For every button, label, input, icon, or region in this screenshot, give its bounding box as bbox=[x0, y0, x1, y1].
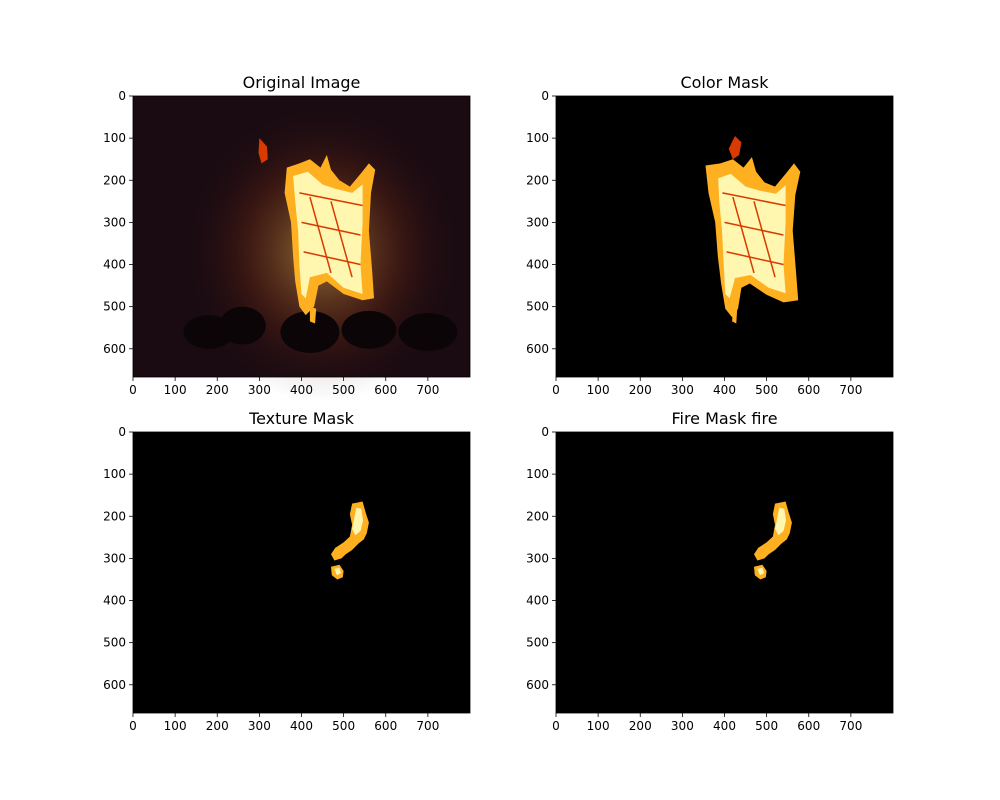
structure-beam bbox=[303, 251, 361, 266]
structure-beam bbox=[753, 201, 776, 278]
x-tick-label: 700 bbox=[416, 383, 439, 397]
subplot-1: 0 100 200 300 400 500 600 700 0 100 200 300 400 500 60… bbox=[103, 73, 471, 402]
y-tick-label: 0 bbox=[118, 89, 126, 103]
structure-beam bbox=[722, 192, 786, 207]
y-tick-label: 200 bbox=[103, 509, 126, 523]
structure-beam bbox=[301, 221, 361, 236]
y-tick-label: 500 bbox=[526, 636, 549, 650]
fire-region bbox=[732, 308, 738, 324]
crowd-silhouette bbox=[398, 312, 458, 351]
y-tick-label: 300 bbox=[526, 551, 549, 565]
x-tick-label: 200 bbox=[629, 383, 652, 397]
x-tick-label: 300 bbox=[248, 383, 271, 397]
y-tick-label: 400 bbox=[103, 258, 126, 272]
y-tick-label: 200 bbox=[526, 173, 549, 187]
y-tick-label: 300 bbox=[526, 215, 549, 229]
crowd-silhouette bbox=[341, 310, 397, 349]
x-tick-label: 600 bbox=[374, 383, 397, 397]
x-tick-label: 100 bbox=[164, 719, 187, 733]
x-tick-label: 0 bbox=[129, 719, 137, 733]
structure-beam bbox=[330, 201, 353, 278]
x-tick-label: 300 bbox=[248, 719, 271, 733]
fire-region bbox=[775, 507, 786, 536]
x-tick-label: 600 bbox=[797, 383, 820, 397]
structure-beam bbox=[724, 221, 784, 236]
subplot-4: 0 100 200 300 400 500 600 700 0 100 200 300 400 500 60… bbox=[526, 409, 894, 733]
y-tick-label: 600 bbox=[103, 342, 126, 356]
x-tick-label: 500 bbox=[332, 383, 355, 397]
y-tick-label: 0 bbox=[541, 89, 549, 103]
y-tick-label: 400 bbox=[103, 594, 126, 608]
crowd-silhouette bbox=[219, 306, 266, 345]
y-tick-label: 100 bbox=[103, 467, 126, 481]
x-tick-label: 0 bbox=[129, 383, 137, 397]
y-tick-label: 200 bbox=[526, 509, 549, 523]
y-tick-label: 400 bbox=[526, 594, 549, 608]
subplot-title: Fire Mask fire bbox=[671, 409, 777, 428]
x-tick-label: 0 bbox=[552, 719, 560, 733]
x-tick-label: 200 bbox=[629, 719, 652, 733]
image-background bbox=[133, 432, 470, 713]
fire-region bbox=[293, 171, 363, 299]
x-tick-label: 200 bbox=[206, 719, 229, 733]
fire-region bbox=[258, 138, 268, 164]
x-tick-label: 100 bbox=[164, 383, 187, 397]
y-tick-label: 100 bbox=[103, 131, 126, 145]
y-tick-label: 100 bbox=[526, 131, 549, 145]
y-tick-label: 500 bbox=[103, 636, 126, 650]
y-tick-label: 0 bbox=[118, 425, 126, 439]
x-tick-label: 0 bbox=[552, 383, 560, 397]
y-tick-label: 100 bbox=[526, 467, 549, 481]
x-tick-label: 400 bbox=[713, 719, 736, 733]
x-tick-label: 600 bbox=[797, 719, 820, 733]
x-tick-label: 100 bbox=[587, 383, 610, 397]
x-tick-label: 700 bbox=[416, 719, 439, 733]
x-tick-label: 400 bbox=[290, 383, 313, 397]
y-tick-label: 200 bbox=[103, 173, 126, 187]
fire-region bbox=[757, 567, 765, 576]
subplot-title: Texture Mask bbox=[248, 409, 355, 428]
subplot-title: Color Mask bbox=[680, 73, 769, 92]
y-tick-label: 600 bbox=[103, 678, 126, 692]
y-tick-label: 600 bbox=[526, 342, 549, 356]
y-tick-label: 500 bbox=[103, 300, 126, 314]
y-tick-label: 0 bbox=[541, 425, 549, 439]
x-tick-label: 100 bbox=[587, 719, 610, 733]
fire-region bbox=[309, 306, 317, 324]
x-tick-label: 600 bbox=[374, 719, 397, 733]
subplot-2: 0 100 200 300 400 500 600 700 0 100 200 300 400 500 60… bbox=[526, 73, 894, 397]
x-tick-label: 300 bbox=[671, 719, 694, 733]
fire-region bbox=[334, 567, 342, 576]
subplot-title: Original Image bbox=[243, 73, 361, 92]
x-tick-label: 700 bbox=[839, 719, 862, 733]
x-tick-label: 500 bbox=[755, 383, 778, 397]
structure-beam bbox=[726, 251, 784, 266]
image-background bbox=[556, 432, 893, 713]
fire-region bbox=[352, 507, 363, 536]
y-tick-label: 300 bbox=[103, 215, 126, 229]
x-tick-label: 200 bbox=[206, 383, 229, 397]
x-tick-label: 400 bbox=[290, 719, 313, 733]
y-tick-label: 300 bbox=[103, 551, 126, 565]
y-tick-label: 600 bbox=[526, 678, 549, 692]
structure-beam bbox=[732, 196, 755, 274]
y-tick-label: 400 bbox=[526, 258, 549, 272]
x-tick-label: 400 bbox=[713, 383, 736, 397]
x-tick-label: 500 bbox=[332, 719, 355, 733]
x-tick-label: 500 bbox=[755, 719, 778, 733]
structure-beam bbox=[299, 192, 363, 207]
x-tick-label: 700 bbox=[839, 383, 862, 397]
crowd-silhouette bbox=[280, 310, 340, 353]
x-tick-label: 300 bbox=[671, 383, 694, 397]
fire-region bbox=[728, 136, 742, 160]
subplot-3: 0 100 200 300 400 500 600 700 0 100 200 300 400 500 60… bbox=[103, 409, 471, 733]
structure-beam bbox=[309, 196, 332, 274]
y-tick-label: 500 bbox=[526, 300, 549, 314]
